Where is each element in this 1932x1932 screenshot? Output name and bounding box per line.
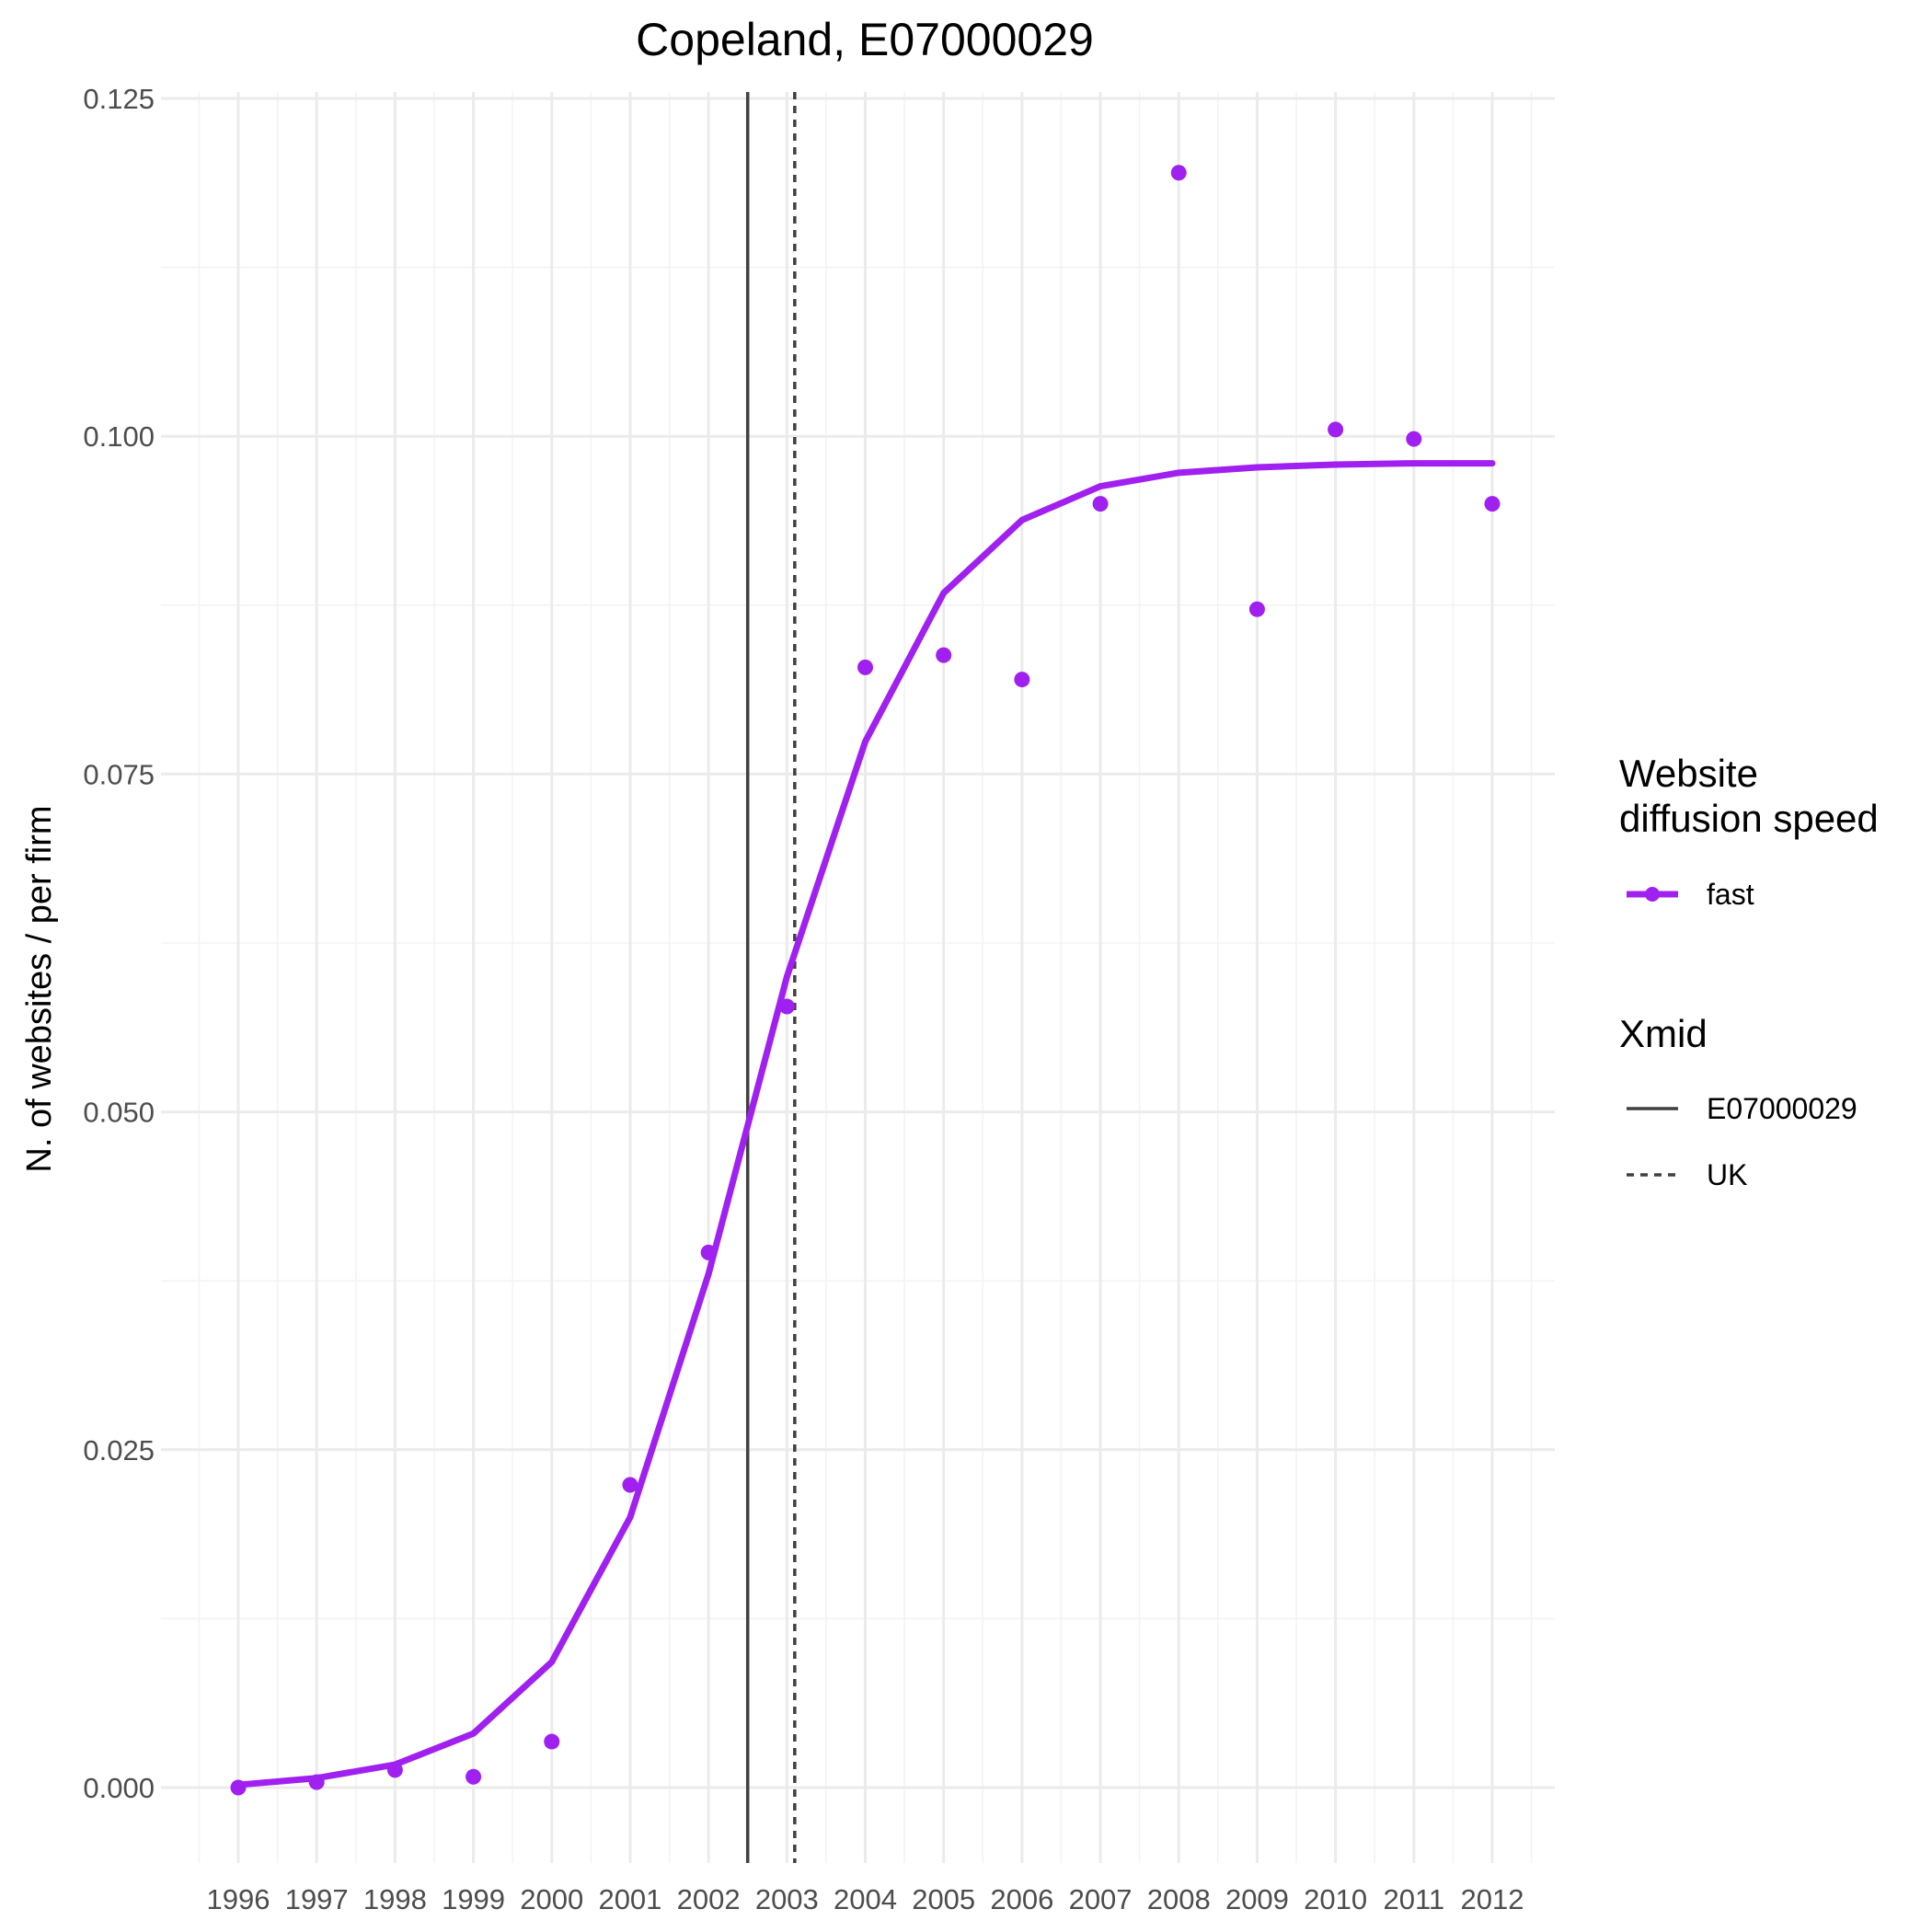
legend-label-e07000029: E07000029 xyxy=(1707,1092,1857,1125)
x-tick-label: 2006 xyxy=(990,1883,1053,1915)
data-point xyxy=(1484,496,1501,512)
legend-title-speed-line2: diffusion speed xyxy=(1619,797,1879,840)
y-tick-label: 0.100 xyxy=(83,420,155,453)
data-point xyxy=(308,1774,325,1790)
x-tick-label: 2001 xyxy=(598,1883,661,1915)
data-point xyxy=(778,998,795,1015)
x-tick-label: 2000 xyxy=(520,1883,583,1915)
data-point xyxy=(1014,672,1030,688)
x-tick-label: 2011 xyxy=(1383,1883,1444,1915)
legend: Website diffusion speed fast Xmid E07000… xyxy=(1619,752,1879,1191)
x-tick-label: 2010 xyxy=(1304,1883,1367,1915)
y-tick-label: 0.050 xyxy=(83,1097,155,1129)
legend-label-fast: fast xyxy=(1707,878,1754,911)
data-point xyxy=(1328,421,1344,438)
x-tick-label: 2012 xyxy=(1461,1883,1524,1915)
x-tick-label: 2008 xyxy=(1147,1883,1211,1915)
x-tick-label: 2002 xyxy=(677,1883,741,1915)
y-tick-label: 0.075 xyxy=(83,758,155,790)
x-tick-label: 1999 xyxy=(442,1883,505,1915)
x-tick-label: 1998 xyxy=(363,1883,427,1915)
data-point xyxy=(1170,165,1187,181)
data-point xyxy=(544,1733,560,1750)
x-tick-label: 1996 xyxy=(207,1883,270,1915)
legend-label-uk: UK xyxy=(1707,1158,1747,1191)
series-fit-line-fast xyxy=(235,460,1496,1788)
data-point xyxy=(857,659,873,675)
chart-title: Copeland, E07000029 xyxy=(636,14,1094,65)
y-tick-label: 0.125 xyxy=(83,83,155,115)
x-tick-label: 2009 xyxy=(1225,1883,1289,1915)
data-point xyxy=(1406,431,1422,447)
data-point xyxy=(230,1779,247,1796)
series-layer xyxy=(230,165,1501,1796)
data-point xyxy=(622,1477,638,1493)
legend-key-fast-point xyxy=(1645,887,1660,902)
data-point xyxy=(466,1768,482,1785)
y-axis-ticks: 0.000 0.025 0.050 0.075 0.100 0.125 xyxy=(83,83,155,1804)
grid xyxy=(161,92,1555,1863)
legend-title-xmid: Xmid xyxy=(1619,1012,1708,1055)
y-axis-title: N. of websites / per firm xyxy=(20,805,59,1172)
x-tick-label: 1997 xyxy=(285,1883,349,1915)
x-tick-label: 2007 xyxy=(1069,1883,1133,1915)
data-point xyxy=(1248,601,1265,617)
data-point xyxy=(386,1762,403,1778)
x-tick-label: 2003 xyxy=(755,1883,819,1915)
legend-title-speed-line1: Website xyxy=(1619,752,1758,795)
y-tick-label: 0.025 xyxy=(83,1434,155,1466)
x-axis-ticks: 1996 1997 1998 1999 2000 2001 2002 2003 2004 2005… xyxy=(207,1883,1524,1915)
data-point xyxy=(700,1244,717,1260)
x-tick-label: 2005 xyxy=(912,1883,975,1915)
reference-lines xyxy=(745,92,797,1863)
x-tick-label: 2004 xyxy=(834,1883,897,1915)
y-tick-label: 0.000 xyxy=(83,1772,155,1804)
data-point xyxy=(1092,496,1109,512)
data-point xyxy=(936,647,952,663)
